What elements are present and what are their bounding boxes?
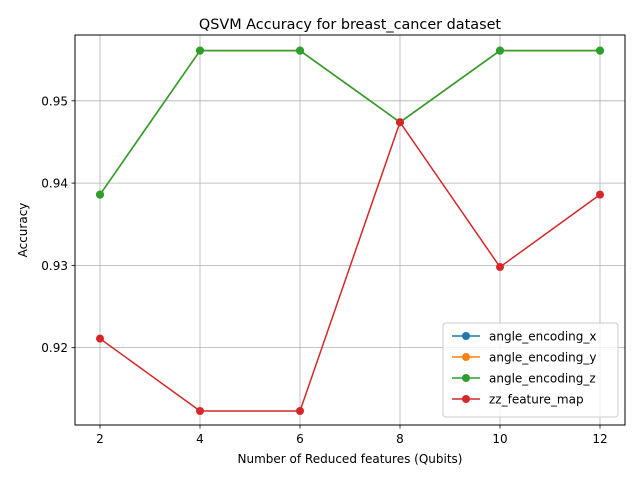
legend-entry: angle_encoding_z xyxy=(452,372,596,386)
legend-label: angle_encoding_x xyxy=(489,330,597,344)
x-tick-label: 8 xyxy=(396,432,404,446)
series-line xyxy=(99,121,601,412)
data-point xyxy=(496,263,504,272)
data-point xyxy=(596,46,604,55)
data-point xyxy=(296,407,304,416)
series-lines xyxy=(96,46,604,416)
legend-marker xyxy=(462,353,470,361)
plot-frame xyxy=(74,34,626,426)
data-point xyxy=(596,190,604,199)
data-point xyxy=(396,118,404,127)
y-tick-label: 0.93 xyxy=(41,259,68,273)
series-line xyxy=(99,49,600,196)
legend-marker xyxy=(462,332,470,340)
x-axis-label: Number of Reduced features (Qubits) xyxy=(238,452,463,466)
x-tick-label: 6 xyxy=(296,432,304,446)
chart-title: QSVM Accuracy for breast_cancer dataset xyxy=(199,17,502,33)
x-axis-ticks: 2 4 6 8 10 12 xyxy=(96,425,608,446)
legend: angle_encoding_x angle_encoding_y angle_en… xyxy=(442,322,619,418)
x-tick-label: 12 xyxy=(592,432,607,446)
data-point xyxy=(96,334,104,343)
legend-box xyxy=(442,322,619,418)
legend-marker xyxy=(462,374,470,382)
y-tick-label: 0.94 xyxy=(41,177,68,191)
data-point xyxy=(96,190,104,199)
data-point xyxy=(196,46,204,55)
legend-label: zz_feature_map xyxy=(489,393,584,407)
data-point xyxy=(196,407,204,416)
y-axis-ticks: 0.92 0.93 0.94 0.95 xyxy=(41,94,75,355)
legend-label: angle_encoding_z xyxy=(489,372,596,386)
series-zz_feature_map xyxy=(96,118,604,416)
x-tick-label: 2 xyxy=(96,432,104,446)
data-point xyxy=(296,46,304,55)
legend-label: angle_encoding_y xyxy=(489,351,597,365)
legend-entry: angle_encoding_x xyxy=(452,330,597,344)
data-point xyxy=(496,46,504,55)
x-tick-label: 4 xyxy=(196,432,204,446)
legend-entry: zz_feature_map xyxy=(452,393,584,407)
y-axis-label: Accuracy xyxy=(16,203,30,258)
y-tick-label: 0.92 xyxy=(41,341,68,355)
legend-marker xyxy=(462,395,470,403)
x-tick-label: 10 xyxy=(492,432,507,446)
legend-entry: angle_encoding_y xyxy=(452,351,597,365)
y-tick-label: 0.95 xyxy=(41,94,68,108)
